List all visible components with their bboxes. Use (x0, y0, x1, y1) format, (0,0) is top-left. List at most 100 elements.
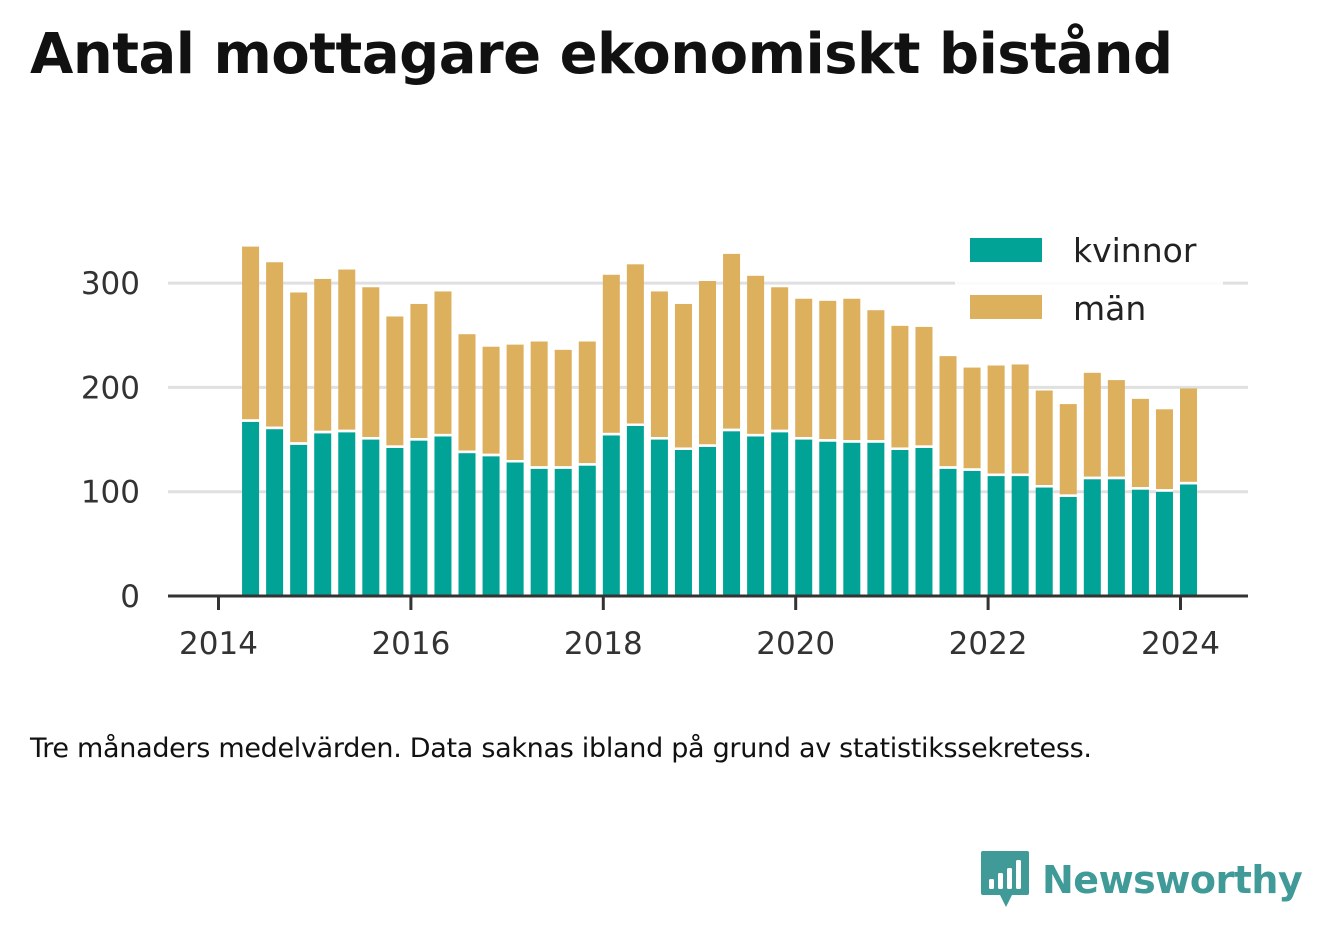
bar-kvinnor (915, 447, 933, 596)
bar-kvinnor (1155, 491, 1173, 596)
bar-separator (771, 429, 789, 433)
bar-separator (266, 426, 284, 430)
bar-man (362, 287, 380, 438)
bar-man (699, 281, 717, 445)
bar-man (506, 344, 524, 460)
bar-man (1131, 398, 1149, 488)
y-tick-label: 300 (81, 266, 140, 302)
bar-kvinnor (939, 468, 957, 596)
bar-man (578, 341, 596, 464)
bar-man (771, 287, 789, 430)
bar-kvinnor (434, 436, 452, 596)
bar-separator (843, 440, 861, 443)
bar-kvinnor (867, 442, 885, 596)
bar-man (530, 341, 548, 467)
bar-separator (1155, 489, 1173, 492)
bar-chart-speech-bubble-icon (981, 851, 1029, 907)
bar-man (458, 334, 476, 451)
bar-separator (482, 453, 500, 457)
bar-kvinnor (290, 444, 308, 596)
bar-man (410, 303, 428, 439)
bar-separator (1180, 481, 1198, 485)
bar-separator (747, 433, 765, 437)
bar-kvinnor (242, 421, 260, 596)
bar-kvinnor (362, 439, 380, 596)
bar-separator (723, 428, 741, 432)
bar-separator (602, 432, 620, 436)
bar-man (747, 275, 765, 434)
bar-separator (867, 440, 885, 443)
bar-separator (650, 437, 668, 440)
legend-label-kvinnor: kvinnor (1073, 231, 1197, 270)
bar-man (674, 303, 692, 448)
bar-kvinnor (699, 446, 717, 596)
y-tick-label: 200 (81, 370, 140, 406)
bar-kvinnor (795, 439, 813, 596)
bar-separator (506, 459, 524, 463)
bar-separator (1059, 494, 1077, 497)
bar-man (266, 262, 284, 427)
bar-kvinnor (530, 468, 548, 596)
bar-kvinnor (747, 436, 765, 596)
bar-kvinnor (1131, 489, 1149, 596)
bar-kvinnor (843, 442, 861, 596)
bar-man (434, 291, 452, 434)
bar-separator (987, 473, 1005, 477)
bar-man (482, 346, 500, 454)
bar-man (650, 291, 668, 438)
bar-separator (386, 445, 404, 448)
bar-separator (554, 466, 572, 469)
bar-separator (1011, 473, 1029, 477)
bar-man (867, 310, 885, 441)
bar-separator (1035, 485, 1053, 488)
bar-separator (1107, 476, 1125, 480)
bar-kvinnor (410, 440, 428, 596)
bar-man (987, 365, 1005, 474)
bar-man (1059, 404, 1077, 495)
bar-kvinnor (1059, 496, 1077, 596)
x-tick-label: 2016 (371, 626, 450, 662)
bar-man (338, 269, 356, 430)
x-tick-label: 2014 (179, 626, 258, 662)
bar-kvinnor (771, 432, 789, 596)
x-tick-label: 2020 (756, 626, 835, 662)
bar-man (1107, 380, 1125, 477)
bar-separator (434, 433, 452, 437)
bar-man (314, 278, 332, 431)
legend: kvinnor män (955, 228, 1223, 338)
bar-separator (819, 439, 837, 442)
legend-swatch-kvinnor (970, 238, 1042, 262)
bar-separator (915, 445, 933, 448)
bar-kvinnor (554, 468, 572, 596)
bar-kvinnor (723, 431, 741, 596)
bar-kvinnor (891, 449, 909, 596)
bar-separator (338, 429, 356, 433)
bar-man (1035, 390, 1053, 486)
bar-separator (963, 468, 981, 471)
bar-kvinnor (266, 429, 284, 596)
bar-separator (314, 430, 332, 434)
bar-kvinnor (458, 453, 476, 596)
bar-kvinnor (1107, 479, 1125, 596)
bar-man (891, 325, 909, 448)
bar-kvinnor (987, 476, 1005, 596)
bar-man (602, 274, 620, 433)
bar-man (1011, 364, 1029, 474)
bar-separator (699, 444, 717, 447)
bar-kvinnor (338, 432, 356, 596)
bar-separator (362, 437, 380, 440)
bar-kvinnor (1035, 487, 1053, 596)
bar-kvinnor (1011, 476, 1029, 596)
bar-kvinnor (1083, 479, 1101, 596)
bar-separator (290, 442, 308, 445)
legend-label-man: män (1073, 289, 1146, 328)
bar-kvinnor (314, 433, 332, 596)
bar-man (242, 246, 260, 420)
y-tick-label: 100 (81, 475, 140, 511)
bar-man (795, 298, 813, 438)
chart-title: Antal mottagare ekonomiskt bistånd (30, 22, 1173, 87)
bar-separator (626, 423, 644, 426)
stacked-bar-chart: 0 100 200 300 2014 2016 2018 2020 2022 2024 kvinn… (80, 228, 1248, 662)
bar-kvinnor (650, 439, 668, 596)
bar-separator (530, 466, 548, 469)
